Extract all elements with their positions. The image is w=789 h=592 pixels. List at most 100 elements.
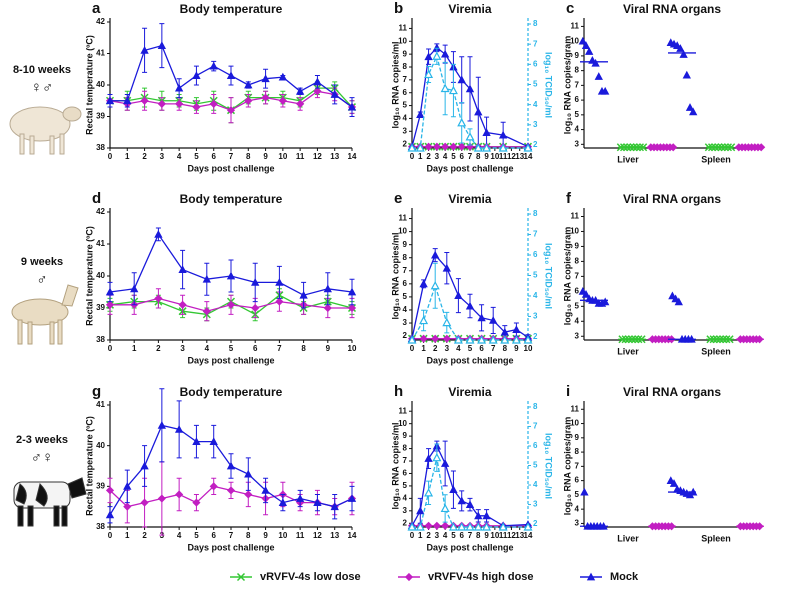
- y-tick-label: 3: [575, 139, 580, 148]
- data-point: [174, 425, 184, 433]
- y2-tick-label: 5: [533, 271, 538, 280]
- y-tick-label: 40: [96, 441, 105, 450]
- data-point: [669, 479, 679, 487]
- y2-tick-label: 7: [533, 230, 538, 239]
- data-point: [416, 506, 425, 515]
- data-point: [432, 521, 441, 530]
- x-tick-label: 0: [410, 531, 415, 540]
- x-tick-label: 8: [246, 531, 251, 540]
- y-tick-label: 41: [96, 239, 105, 248]
- data-point: [178, 265, 187, 273]
- y2-tick-label: 3: [533, 500, 538, 509]
- panel-letter: b: [394, 0, 403, 17]
- data-point: [580, 487, 589, 496]
- data-point: [157, 494, 166, 503]
- y-tick-label: 2: [403, 331, 408, 340]
- data-point: [140, 498, 149, 507]
- y-axis-label: log₁₀ RNA copies/gram: [562, 417, 572, 515]
- y-tick-label: 11: [571, 212, 580, 221]
- data-point: [482, 522, 492, 531]
- data-point: [489, 316, 498, 324]
- y-tick-label: 38: [96, 335, 105, 344]
- data-point: [123, 502, 132, 511]
- data-point: [441, 142, 450, 151]
- y2-tick-label: 2: [533, 140, 538, 149]
- data-point: [140, 46, 149, 54]
- x-tick-label: 9: [484, 152, 489, 161]
- y-tick-label: 5: [575, 490, 580, 499]
- data-point: [261, 74, 270, 83]
- data-point: [482, 128, 491, 136]
- y-tick-label: 3: [403, 506, 408, 515]
- data-point: [407, 522, 417, 531]
- y-tick-label: 9: [575, 242, 580, 251]
- y-tick-label: 4: [403, 305, 408, 314]
- data-point: [440, 83, 450, 93]
- y2-tick-label: 6: [533, 59, 538, 68]
- data-point: [424, 521, 433, 530]
- data-point: [140, 461, 149, 470]
- legend-marker: [404, 572, 414, 582]
- row-label: 8-10 weeks: [13, 64, 71, 76]
- x-tick-label: 3: [180, 344, 185, 353]
- y-tick-label: 9: [403, 431, 408, 440]
- x-axis-label: Days post challenge: [187, 163, 274, 173]
- sheep-icon: [9, 106, 82, 155]
- x-tick-label: 14: [524, 152, 533, 161]
- x-tick-label: 7: [277, 344, 282, 353]
- data-point: [449, 485, 458, 494]
- x-tick-label: 0: [108, 531, 113, 540]
- x-tick-label: 11: [296, 531, 305, 540]
- data-point: [226, 300, 236, 309]
- data-point: [419, 334, 428, 343]
- y-tick-label: 10: [398, 227, 407, 236]
- data-point: [347, 303, 357, 313]
- x-tick-label: 7: [229, 152, 234, 161]
- panel-title: Viral RNA organs: [623, 385, 721, 399]
- series-line: [411, 283, 528, 341]
- y-axis-label: log₁₀ RNA copies/ml: [390, 423, 400, 510]
- data-point: [465, 500, 475, 508]
- x-tick-label: 6: [211, 531, 216, 540]
- x-tick-label: 6: [459, 531, 464, 540]
- data-point: [424, 488, 434, 497]
- data-point: [500, 327, 509, 336]
- data-point: [226, 486, 236, 495]
- y2-tick-label: 5: [533, 80, 538, 89]
- data-point: [178, 300, 187, 309]
- data-point: [512, 325, 521, 333]
- legend-label: vRVFV-4s low dose: [260, 571, 361, 583]
- x-tick-label: 11: [499, 152, 508, 161]
- x-tick-label: 5: [194, 531, 199, 540]
- x-tick-label: 14: [524, 531, 533, 540]
- cow-icon: [13, 477, 87, 527]
- data-point: [174, 83, 184, 92]
- data-point: [192, 498, 201, 507]
- data-point: [123, 96, 132, 105]
- data-point: [465, 301, 475, 310]
- panel-letter: d: [92, 190, 101, 207]
- y-tick-label: 4: [403, 114, 408, 123]
- data-point: [442, 317, 452, 327]
- y2-tick-label: 8: [533, 402, 538, 411]
- panel-title: Body temperature: [180, 2, 283, 16]
- sex-symbol: ♀♂: [31, 79, 54, 96]
- data-point: [440, 503, 450, 513]
- x-tick-label: 8: [503, 344, 508, 353]
- data-point: [474, 107, 483, 116]
- y2-tick-label: 4: [533, 480, 538, 489]
- panel-letter: f: [566, 190, 572, 207]
- data-point: [465, 335, 475, 344]
- x-axis-label: Days post challenge: [426, 355, 513, 365]
- data-point: [407, 335, 417, 344]
- data-point: [296, 99, 305, 108]
- x-tick-label: 10: [278, 152, 287, 161]
- category-label: Liver: [617, 154, 639, 164]
- x-tick-label: 1: [125, 152, 130, 161]
- y2-tick-label: 6: [533, 441, 538, 450]
- data-point: [192, 71, 201, 79]
- data-point: [105, 486, 115, 495]
- y-tick-label: 9: [575, 433, 580, 442]
- y2-tick-label: 3: [533, 312, 538, 321]
